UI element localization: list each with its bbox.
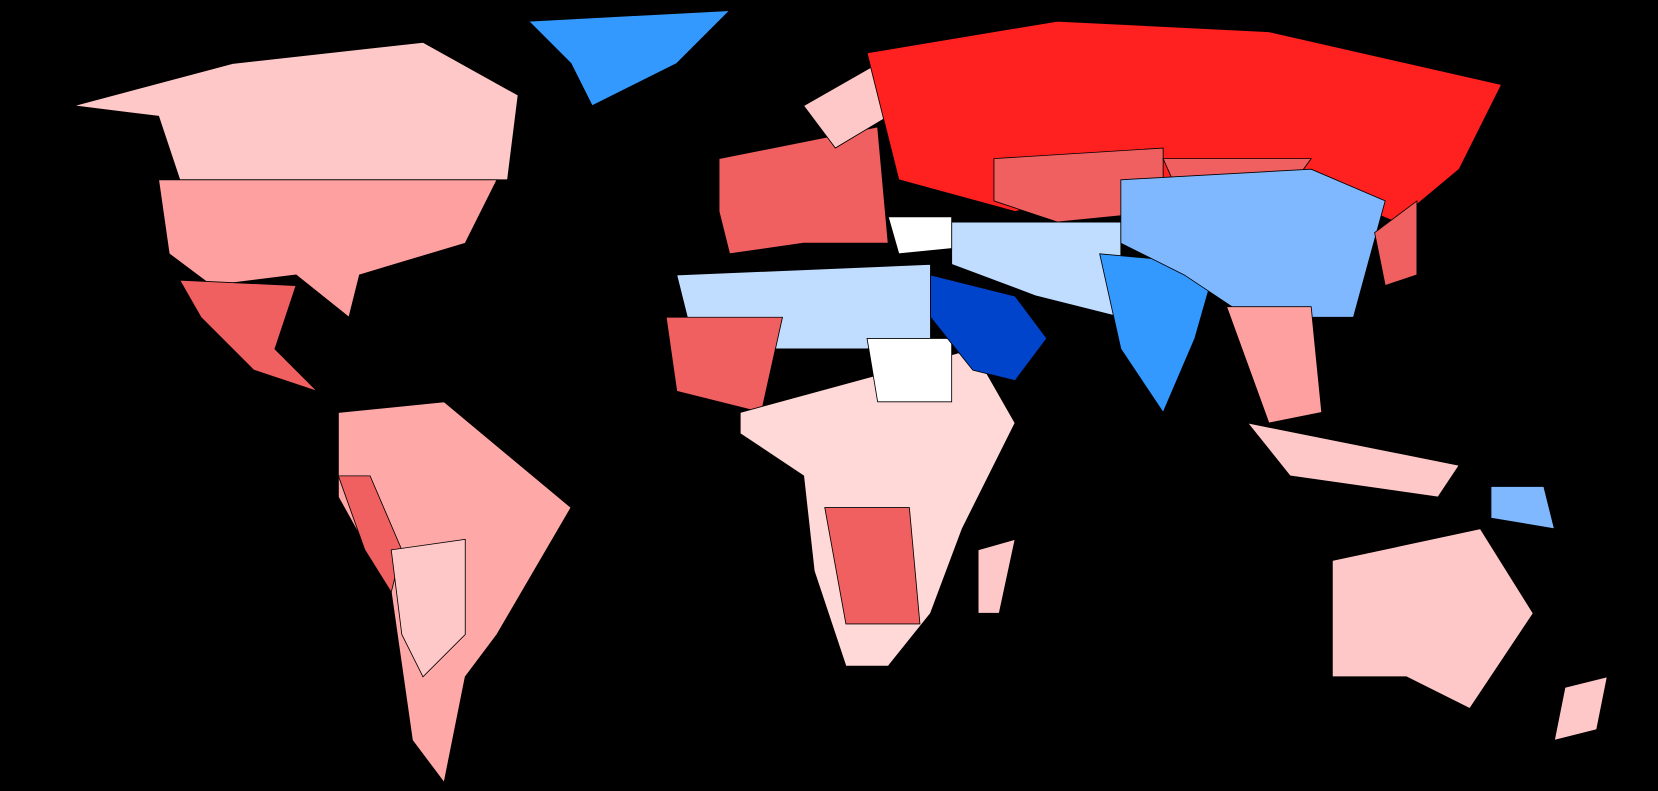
central-asia xyxy=(951,221,1122,318)
sudan-chad xyxy=(866,337,953,403)
southeast-asia xyxy=(1225,306,1323,424)
southern-africa xyxy=(824,507,921,625)
united-states xyxy=(158,179,498,318)
greenland xyxy=(527,10,731,107)
canada-alaska xyxy=(73,41,519,181)
bolivia-argentina xyxy=(390,538,466,678)
saudi-arabia xyxy=(930,274,1048,382)
indonesia xyxy=(1246,422,1460,498)
europe xyxy=(718,126,889,255)
papua-new-guinea xyxy=(1490,486,1555,530)
japan xyxy=(1374,200,1418,287)
mexico-central-america xyxy=(179,279,318,392)
new-zealand xyxy=(1553,676,1608,741)
madagascar xyxy=(977,538,1016,614)
australia xyxy=(1331,528,1534,710)
turkey xyxy=(887,216,953,255)
